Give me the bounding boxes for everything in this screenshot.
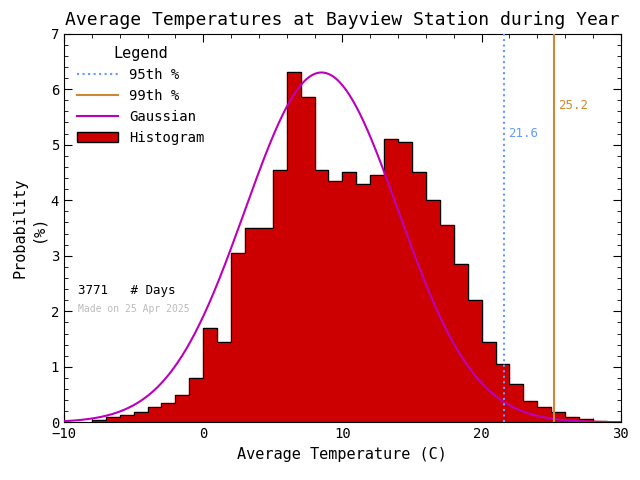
- Text: 3771   # Days: 3771 # Days: [78, 284, 175, 298]
- Polygon shape: [92, 72, 621, 422]
- Text: 21.6: 21.6: [508, 127, 538, 140]
- Title: Average Temperatures at Bayview Station during Year: Average Temperatures at Bayview Station …: [65, 11, 620, 29]
- X-axis label: Average Temperature (C): Average Temperature (C): [237, 447, 447, 462]
- Legend: 95th %, 99th %, Gaussian, Histogram: 95th %, 99th %, Gaussian, Histogram: [71, 40, 210, 150]
- Y-axis label: Probability
(%): Probability (%): [13, 178, 45, 278]
- Text: Made on 25 Apr 2025: Made on 25 Apr 2025: [78, 304, 189, 314]
- Text: 25.2: 25.2: [558, 99, 588, 112]
